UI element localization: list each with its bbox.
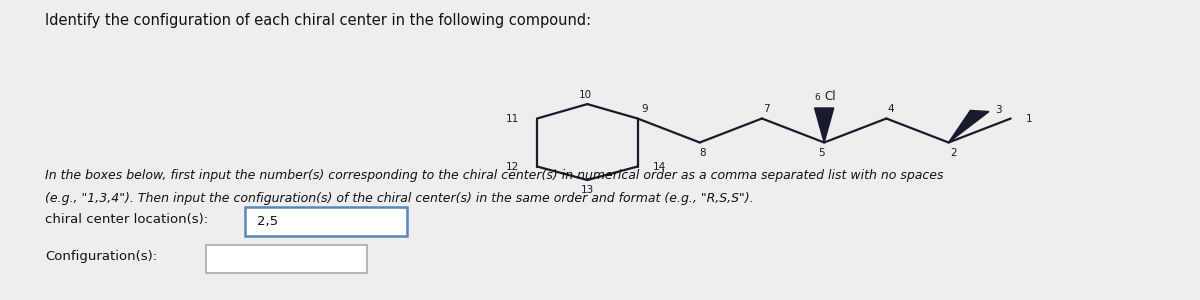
Text: 12: 12 [506, 161, 520, 172]
Text: 13: 13 [581, 185, 594, 195]
Text: 4: 4 [888, 104, 894, 114]
Text: 5: 5 [818, 148, 826, 158]
Text: 9: 9 [642, 104, 648, 114]
FancyBboxPatch shape [205, 244, 367, 273]
Text: 2: 2 [950, 148, 956, 158]
Text: 7: 7 [763, 104, 770, 114]
Text: Configuration(s):: Configuration(s): [46, 250, 157, 263]
Text: (e.g., "1,3,4"). Then input the configuration(s) of the chiral center(s) in the : (e.g., "1,3,4"). Then input the configur… [46, 192, 754, 205]
Text: 10: 10 [578, 90, 592, 100]
Text: chiral center location(s):: chiral center location(s): [46, 212, 209, 226]
Text: 3: 3 [995, 104, 1002, 115]
Text: 1: 1 [1026, 113, 1033, 124]
Text: 11: 11 [506, 113, 520, 124]
Polygon shape [948, 110, 989, 142]
Polygon shape [815, 108, 834, 142]
Text: Cl: Cl [824, 90, 835, 103]
Text: 8: 8 [698, 148, 706, 158]
Text: Identify the configuration of each chiral center in the following compound:: Identify the configuration of each chira… [46, 14, 592, 28]
Text: 2,5: 2,5 [257, 214, 278, 228]
Text: 14: 14 [653, 161, 666, 172]
Text: 6: 6 [815, 93, 821, 102]
Text: In the boxes below, first input the number(s) corresponding to the chiral center: In the boxes below, first input the numb… [46, 169, 944, 182]
FancyBboxPatch shape [245, 207, 407, 236]
